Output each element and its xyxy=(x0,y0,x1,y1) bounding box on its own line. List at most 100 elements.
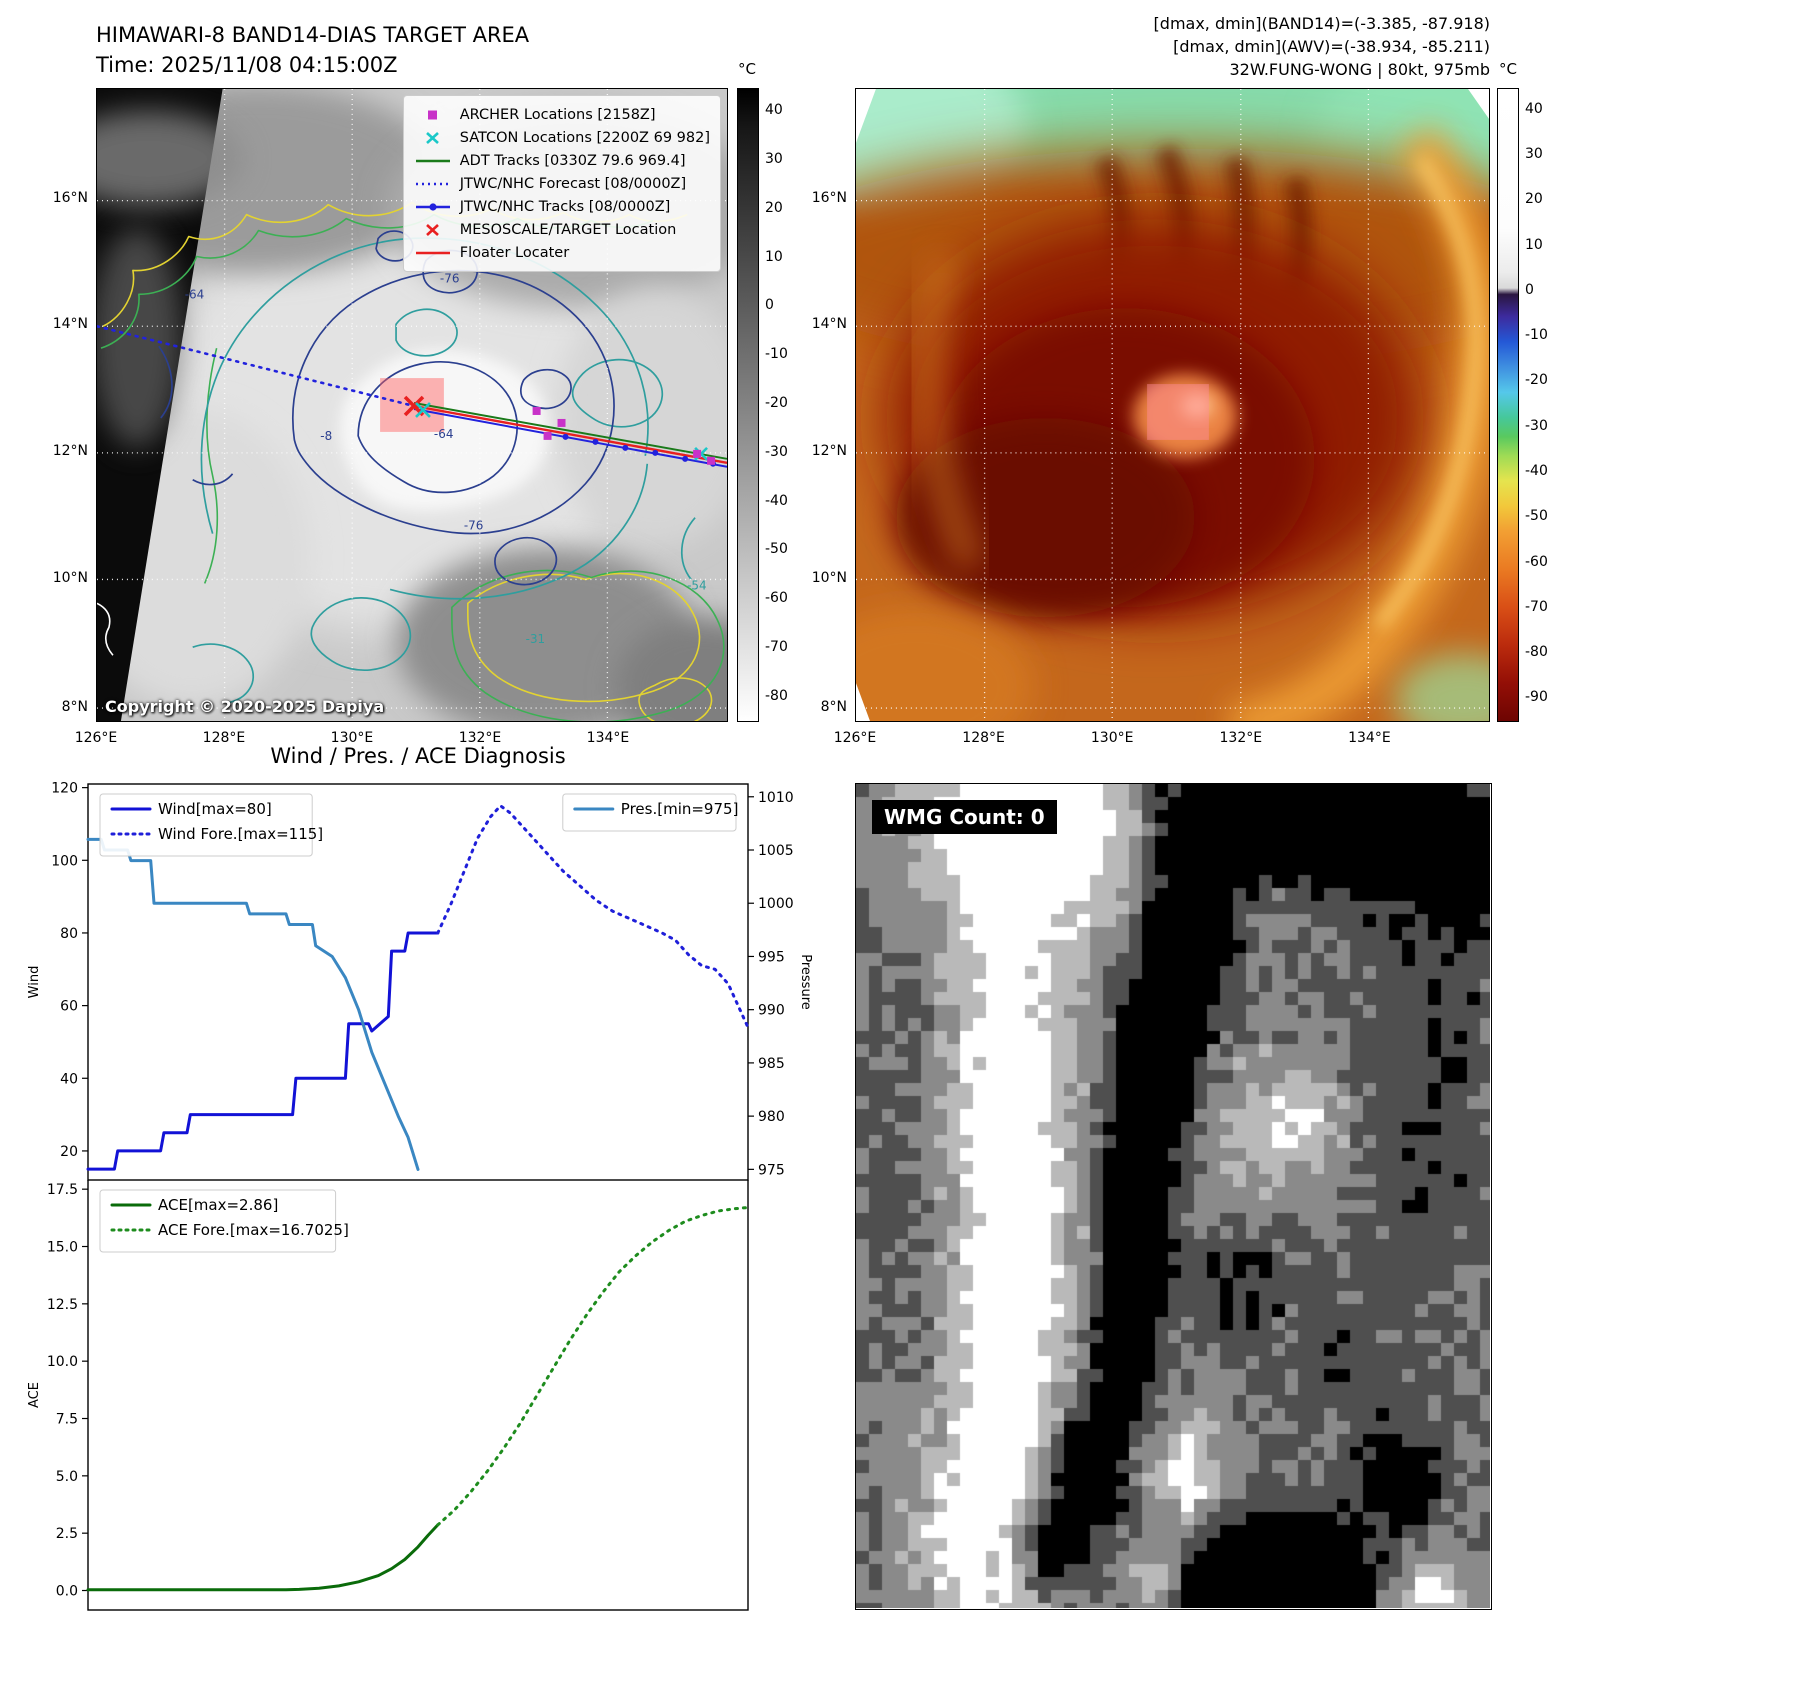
y-tick-label: 7.5 xyxy=(56,1412,78,1428)
colorbar-tick-label: -40 xyxy=(765,492,788,509)
colorbar-tick-label: -50 xyxy=(1525,508,1548,525)
legend-item: MESOSCALE/TARGET Location xyxy=(414,218,710,241)
legend-item: JTWC/NHC Tracks [08/0000Z] xyxy=(414,195,710,218)
wmg-image xyxy=(856,784,1490,1608)
colorbar-tick-label: -50 xyxy=(765,541,788,558)
colorbar-tick-label: 30 xyxy=(765,151,783,168)
colorbar-tick-label: -70 xyxy=(765,638,788,655)
scan-edge xyxy=(856,89,876,143)
colorbar-tick-label: -10 xyxy=(765,346,788,363)
square-swatch xyxy=(427,110,437,119)
awv-colorbar-unit: °C xyxy=(1499,60,1517,78)
series-line xyxy=(86,931,440,1171)
y-tick-right-label: 1005 xyxy=(758,843,794,859)
y-tick-label: 15.0 xyxy=(47,1240,78,1256)
y-tick-label: 12°N xyxy=(811,442,847,459)
series-forecast-line xyxy=(436,1206,750,1527)
colorbar-tick-label: 10 xyxy=(1525,236,1543,253)
colorbar-tick-label: -80 xyxy=(1525,644,1548,661)
y-tick-label: 8°N xyxy=(820,699,847,715)
y-tick-right-label: 995 xyxy=(758,949,785,965)
y-tick-label: 40 xyxy=(60,1071,78,1087)
y-tick-label: 8°N xyxy=(61,699,88,715)
line-swatch xyxy=(415,251,450,254)
y-tick-label: 17.5 xyxy=(47,1182,78,1198)
series-forecast-line xyxy=(436,804,750,1029)
x-tick-label: 134°E xyxy=(586,730,630,746)
awv-header: [dmax, dmin](BAND14)=(-3.385, -87.918) [… xyxy=(1154,12,1490,81)
y-tick-label: 14°N xyxy=(811,316,847,332)
legend-label: Pres.[min=975] xyxy=(621,800,739,818)
band14-map-legend: ARCHER Locations [2158Z] SATCON Locations… xyxy=(402,95,721,272)
colorbar-tick-label: -20 xyxy=(1525,372,1548,389)
y-tick-label: 120 xyxy=(51,781,78,797)
contour-label: -8 xyxy=(320,429,332,443)
band14-time: Time: 2025/11/08 04:15:00Z xyxy=(96,53,398,77)
x-tick-label: 128°E xyxy=(962,730,1005,746)
contour-label: -64 xyxy=(185,287,205,301)
y-tick-right-label: 980 xyxy=(758,1109,785,1125)
legend-label: JTWC/NHC Tracks [08/0000Z] xyxy=(459,198,671,215)
floater-line xyxy=(413,404,727,464)
scan-edge xyxy=(856,683,870,721)
x-tick-label: 134°E xyxy=(1348,730,1391,746)
x-tick-label: 128°E xyxy=(202,730,246,746)
band14-colorbar xyxy=(737,88,759,722)
adt-track-line xyxy=(413,402,727,460)
colorbar-tick-label: 40 xyxy=(1525,100,1543,117)
x-tick-label: 130°E xyxy=(330,730,374,746)
band14-map: -64 -76 -8 -64 -76 -54 -31 ARCHER Locations [2… xyxy=(96,88,728,722)
legend-box xyxy=(562,793,737,832)
left-axis-label: Wind xyxy=(27,966,42,999)
legend-item: ADT Tracks [0330Z 79.6 969.4] xyxy=(414,149,710,172)
y-tick-label: 5.0 xyxy=(56,1469,78,1485)
legend-label: ARCHER Locations [2158Z] xyxy=(459,106,656,123)
x-tick-label: 126°E xyxy=(833,730,877,746)
x-swatch xyxy=(425,131,439,144)
coastline xyxy=(97,602,114,656)
y-tick-label: 16°N xyxy=(52,190,88,207)
y-tick-label: 0.0 xyxy=(56,1584,78,1600)
colorbar-tick-label: -90 xyxy=(1525,689,1548,706)
x-tick-label: 132°E xyxy=(1219,730,1263,746)
contour-label: -76 xyxy=(440,271,460,285)
jtwc-forecast-line xyxy=(97,324,416,408)
x-tick-label: 130°E xyxy=(1090,730,1134,746)
colorbar-tick-label: 30 xyxy=(1525,145,1543,162)
y-tick-label: 60 xyxy=(60,999,78,1015)
wmg-panel: WMG Count: 0 xyxy=(855,783,1492,1610)
legend-label: ADT Tracks [0330Z 79.6 969.4] xyxy=(459,152,686,169)
colorbar-tick-label: -60 xyxy=(765,590,788,607)
awv-header-dmax-band14: [dmax, dmin](BAND14)=(-3.385, -87.918) xyxy=(1153,14,1490,33)
colorbar-tick-label: -30 xyxy=(765,443,788,460)
legend-item: Floater Locater xyxy=(414,241,710,264)
right-axis-label: Pressure xyxy=(798,954,813,1010)
awv-map-image xyxy=(856,89,1489,721)
legend-label: Floater Locater xyxy=(459,244,570,261)
legend-label: Wind Fore.[max=115] xyxy=(158,825,323,843)
y-tick-right-label: 1010 xyxy=(758,790,794,806)
legend-label: JTWC/NHC Forecast [08/0000Z] xyxy=(459,175,687,192)
awv-header-storm-id: 32W.FUNG-WONG | 80kt, 975mb xyxy=(1229,60,1490,79)
y-tick-right-label: 1000 xyxy=(758,896,794,912)
colorbar-tick-label: -60 xyxy=(1525,553,1548,570)
colorbar-tick-label: -70 xyxy=(1525,598,1548,615)
legend-label: ACE[max=2.86] xyxy=(158,1196,278,1214)
colorbar-tick-label: 0 xyxy=(765,297,774,314)
colorbar-tick-label: -30 xyxy=(1525,417,1548,434)
y-tick-label: 10.0 xyxy=(47,1354,78,1370)
x-tick-label: 132°E xyxy=(458,730,502,746)
contour-label: -54 xyxy=(687,578,707,592)
band14-title-block: HIMAWARI-8 BAND14-DIAS TARGET AREA Time:… xyxy=(96,20,529,80)
y-tick-label: 10°N xyxy=(52,569,88,586)
legend-box xyxy=(99,793,313,857)
y-tick-label: 100 xyxy=(51,853,78,869)
lat-lon-grid xyxy=(856,89,1489,721)
band14-title: HIMAWARI-8 BAND14-DIAS TARGET AREA xyxy=(96,23,530,47)
legend-item: SATCON Locations [2200Z 69 982] xyxy=(414,126,710,149)
contour-label: -76 xyxy=(464,519,484,533)
wv-texture xyxy=(856,89,1489,721)
x-swatch xyxy=(425,223,439,236)
y-tick-label: 10°N xyxy=(811,569,847,586)
colorbar-tick-label: -80 xyxy=(765,687,788,704)
